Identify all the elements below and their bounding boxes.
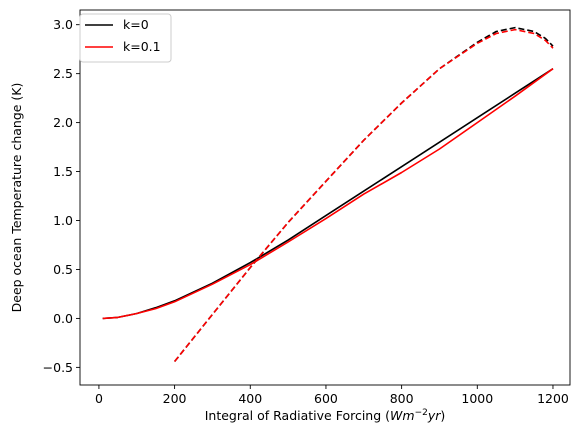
plot-frame [79,9,571,386]
x-tick-label-3: 600 [314,391,338,406]
y-axis-label: Deep ocean Temperature change (K) [9,83,24,313]
y-tick-label-5: 2.0 [53,115,73,130]
x-axis-label-unit-base: Wm [390,408,415,423]
x-tick-label-1: 200 [163,391,187,406]
x-axis-label-close: ) [440,408,445,423]
y-tick-label-2: 0.5 [53,262,73,277]
y-tick-label-4: 1.5 [53,164,73,179]
series-layer [102,26,554,363]
x-tick-label-0: 0 [95,391,103,406]
y-tick-label-0: −0.5 [43,360,73,375]
x-tick-label-5: 1000 [461,391,493,406]
tick-layer: 0 200 400 600 800 1000 1200 −0.5 0.0 0.5 1.0 1.5 2.0… [43,17,569,406]
x-tick-label-6: 1200 [537,391,569,406]
series-line-3 [173,28,554,363]
x-axis-label: Integral of Radiative Forcing (Wm−2yr) [205,408,446,423]
series-line-1 [102,68,554,320]
x-axis-label-unit-exp: −2 [415,408,428,418]
y-tick-label-3: 1.0 [53,213,73,228]
y-tick-label-7: 3.0 [53,17,73,32]
y-tick-label-6: 2.5 [53,66,73,81]
plot-area [80,10,570,385]
y-tick-label-1: 0.0 [53,311,73,326]
x-tick-label-4: 800 [390,391,414,406]
x-axis-label-main: Integral of Radiative Forcing ( [205,408,390,423]
legend-box [79,13,172,63]
x-axis-label-unit-tail: yr [427,408,441,423]
legend: k=0 k=0.1 [79,13,172,63]
legend-label-k0: k=0 [123,17,149,32]
legend-label-k01: k=0.1 [123,39,161,54]
x-tick-label-2: 400 [238,391,262,406]
